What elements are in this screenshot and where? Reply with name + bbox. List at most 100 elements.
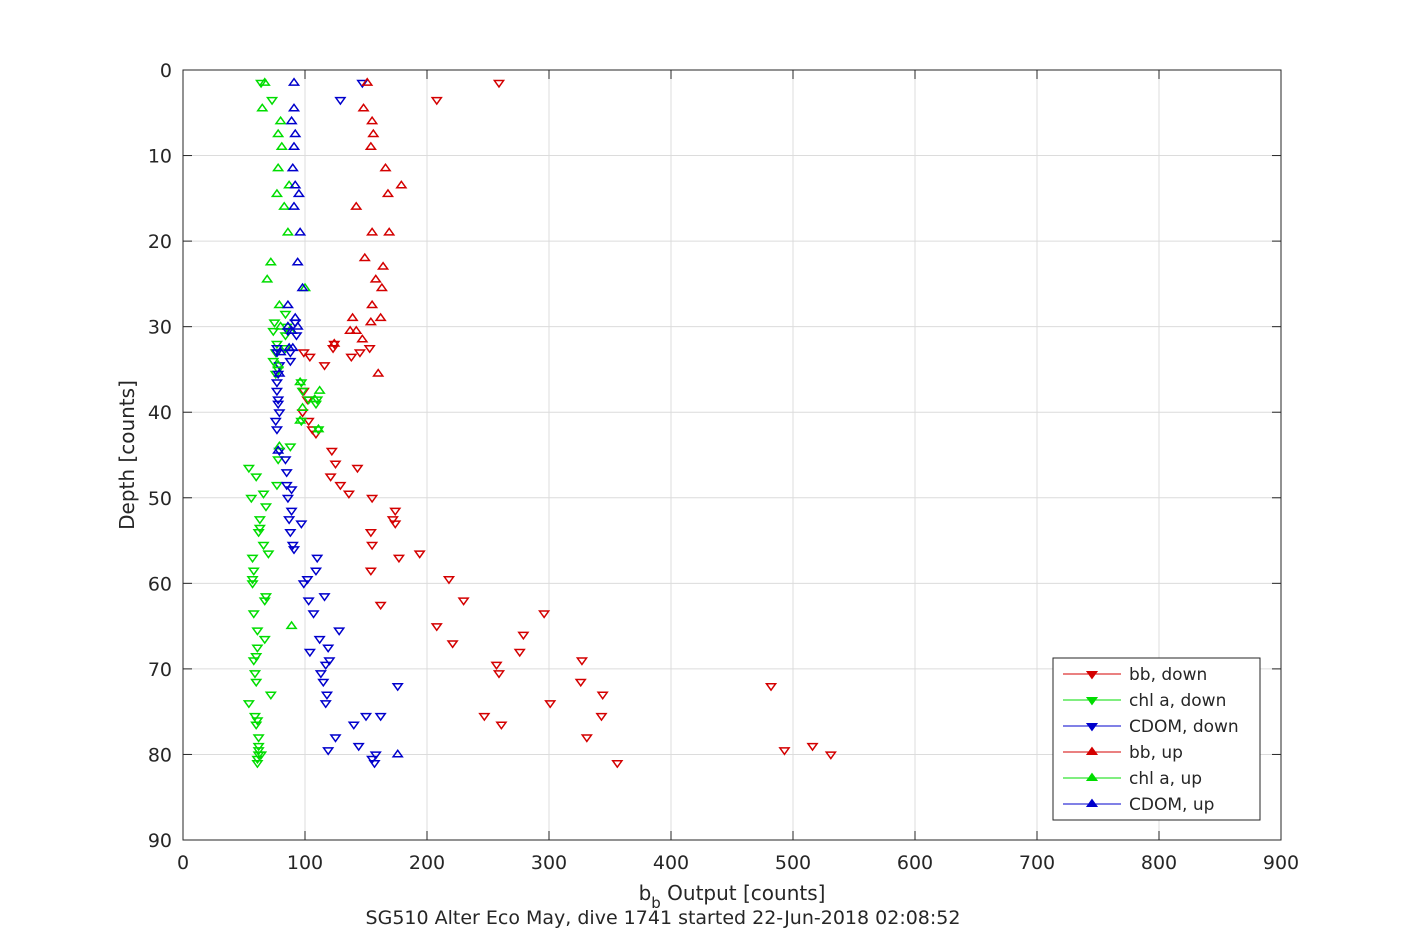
data-point bbox=[413, 550, 426, 559]
data-point bbox=[272, 162, 285, 172]
data-point bbox=[253, 524, 266, 534]
x-axis-ticks: 0 100 200 300 400 500 600 700 800 900 bbox=[177, 70, 1299, 874]
data-point bbox=[356, 79, 369, 89]
data-point bbox=[312, 423, 325, 433]
data-point bbox=[323, 657, 336, 666]
legend-label: CDOM, up bbox=[1129, 795, 1214, 815]
data-point bbox=[270, 481, 284, 491]
data-point bbox=[297, 349, 310, 358]
data-point bbox=[366, 299, 379, 309]
data-point bbox=[255, 751, 268, 760]
data-point bbox=[322, 644, 335, 653]
data-point bbox=[247, 610, 260, 619]
data-point bbox=[252, 747, 265, 756]
data-point bbox=[294, 227, 307, 236]
data-point bbox=[255, 79, 268, 89]
data-point bbox=[287, 77, 301, 86]
data-point bbox=[284, 443, 297, 452]
y-tick-label: 70 bbox=[148, 659, 172, 681]
data-point bbox=[374, 712, 387, 722]
data-point bbox=[303, 648, 316, 658]
y-tick-label: 40 bbox=[148, 402, 172, 424]
y-tick-label: 50 bbox=[148, 488, 172, 510]
data-point bbox=[353, 349, 366, 358]
data-point bbox=[301, 576, 314, 585]
data-point bbox=[319, 700, 332, 709]
data-point bbox=[270, 387, 284, 397]
data-point bbox=[296, 387, 309, 397]
data-point bbox=[250, 473, 263, 482]
data-point bbox=[391, 682, 404, 692]
data-point bbox=[287, 201, 301, 210]
data-point bbox=[361, 77, 374, 86]
data-point bbox=[383, 227, 396, 236]
data-point bbox=[278, 201, 291, 210]
data-point bbox=[285, 115, 298, 125]
legend-label: chl a, up bbox=[1129, 769, 1202, 789]
data-point bbox=[285, 486, 298, 495]
data-point bbox=[273, 409, 286, 418]
data-point bbox=[391, 749, 404, 758]
data-point bbox=[381, 188, 395, 198]
data-point bbox=[328, 340, 341, 350]
data-point bbox=[272, 359, 285, 369]
data-point bbox=[369, 751, 382, 760]
data-point bbox=[273, 368, 286, 377]
data-point bbox=[307, 610, 320, 619]
data-point bbox=[311, 396, 324, 405]
data-point bbox=[313, 635, 326, 645]
series-5 bbox=[272, 77, 404, 758]
x-tick-label: 100 bbox=[287, 852, 323, 874]
data-point bbox=[334, 96, 347, 106]
data-point bbox=[495, 721, 508, 730]
data-point bbox=[284, 528, 297, 538]
data-point bbox=[286, 162, 299, 172]
data-point bbox=[281, 299, 294, 309]
x-tick-label: 600 bbox=[897, 852, 933, 874]
data-point bbox=[492, 670, 506, 679]
data-point bbox=[270, 426, 284, 435]
data-point bbox=[281, 321, 294, 330]
figure-caption: SG510 Alter Eco May, dive 1741 started 2… bbox=[366, 907, 961, 929]
data-point bbox=[252, 734, 265, 743]
data-point bbox=[273, 299, 286, 309]
data-point bbox=[242, 464, 255, 474]
data-point bbox=[325, 447, 338, 457]
data-point bbox=[389, 520, 402, 529]
data-point bbox=[595, 712, 608, 722]
data-point bbox=[319, 661, 332, 671]
data-point bbox=[346, 312, 359, 322]
data-point bbox=[430, 96, 443, 106]
y-tick-label: 10 bbox=[148, 146, 172, 168]
data-point bbox=[367, 128, 380, 138]
data-point bbox=[314, 670, 327, 679]
data-point bbox=[296, 282, 309, 292]
data-point bbox=[281, 494, 294, 504]
data-point bbox=[287, 103, 301, 112]
data-point bbox=[303, 353, 316, 363]
data-point bbox=[248, 712, 262, 722]
data-point bbox=[574, 678, 587, 688]
data-point bbox=[291, 257, 304, 266]
data-point bbox=[446, 640, 459, 649]
data-point bbox=[286, 541, 299, 551]
data-point bbox=[347, 721, 360, 730]
data-point bbox=[285, 620, 298, 630]
legend-label: CDOM, down bbox=[1129, 717, 1239, 737]
data-point bbox=[275, 141, 288, 151]
series-3 bbox=[328, 77, 408, 377]
data-point bbox=[366, 115, 379, 125]
data-point bbox=[268, 319, 281, 328]
data-point bbox=[334, 481, 347, 491]
data-point bbox=[270, 340, 284, 350]
data-point bbox=[272, 456, 285, 465]
data-point bbox=[289, 128, 302, 138]
data-point bbox=[280, 469, 293, 478]
data-point bbox=[285, 325, 298, 334]
data-point bbox=[270, 188, 284, 198]
data-point bbox=[253, 516, 266, 525]
data-point bbox=[274, 321, 287, 330]
data-point bbox=[289, 180, 302, 189]
data-point bbox=[279, 310, 292, 320]
data-point bbox=[350, 325, 363, 334]
